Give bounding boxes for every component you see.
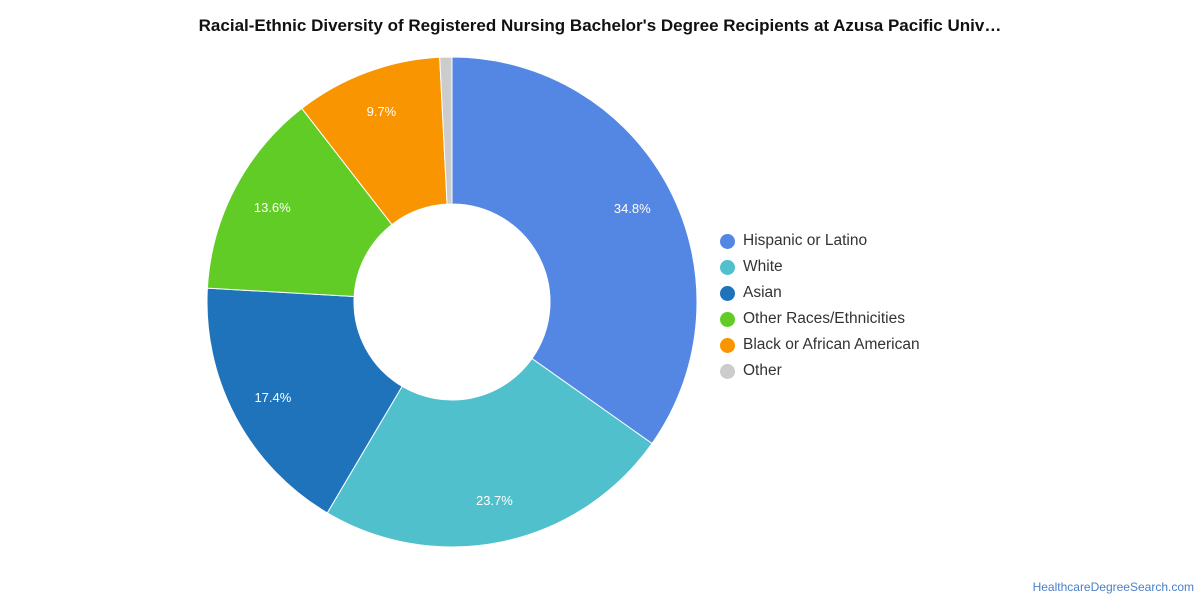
legend-label: Hispanic or Latino xyxy=(743,232,868,249)
legend-item[interactable]: Black or African American xyxy=(720,332,920,358)
slice-hispanic-or-latino[interactable] xyxy=(451,56,698,445)
legend: Hispanic or Latino White Asian Other Races/… xyxy=(720,228,920,384)
legend-label: Black or African American xyxy=(743,336,920,353)
legend-swatch xyxy=(720,259,735,275)
legend-swatch xyxy=(720,285,735,301)
source-link[interactable]: HealthcareDegreeSearch.com xyxy=(1032,580,1194,594)
legend-label: Asian xyxy=(743,284,782,301)
slice-label: 23.7% xyxy=(476,493,513,508)
legend-swatch xyxy=(720,311,735,327)
slice-label: 9.7% xyxy=(367,104,397,119)
legend-swatch xyxy=(720,337,735,353)
slice-label: 13.6% xyxy=(254,200,291,215)
legend-label: White xyxy=(743,258,783,275)
legend-label: Other Races/Ethnicities xyxy=(743,310,905,327)
legend-item[interactable]: Other Races/Ethnicities xyxy=(720,306,920,332)
slice-label: 17.4% xyxy=(254,390,291,405)
legend-item[interactable]: White xyxy=(720,254,920,280)
legend-swatch xyxy=(720,363,735,379)
slice-asian[interactable] xyxy=(206,287,403,514)
slice-other[interactable] xyxy=(439,56,453,205)
legend-item[interactable]: Asian xyxy=(720,280,920,306)
legend-item[interactable]: Hispanic or Latino xyxy=(720,228,920,254)
legend-label: Other xyxy=(743,362,782,379)
slice-label: 34.8% xyxy=(614,201,651,216)
slice-other-races-ethnicities[interactable] xyxy=(206,107,393,297)
legend-swatch xyxy=(720,233,735,249)
legend-item[interactable]: Other xyxy=(720,358,920,384)
chart-title: Racial-Ethnic Diversity of Registered Nu… xyxy=(198,16,1002,35)
slice-white[interactable] xyxy=(326,357,653,548)
